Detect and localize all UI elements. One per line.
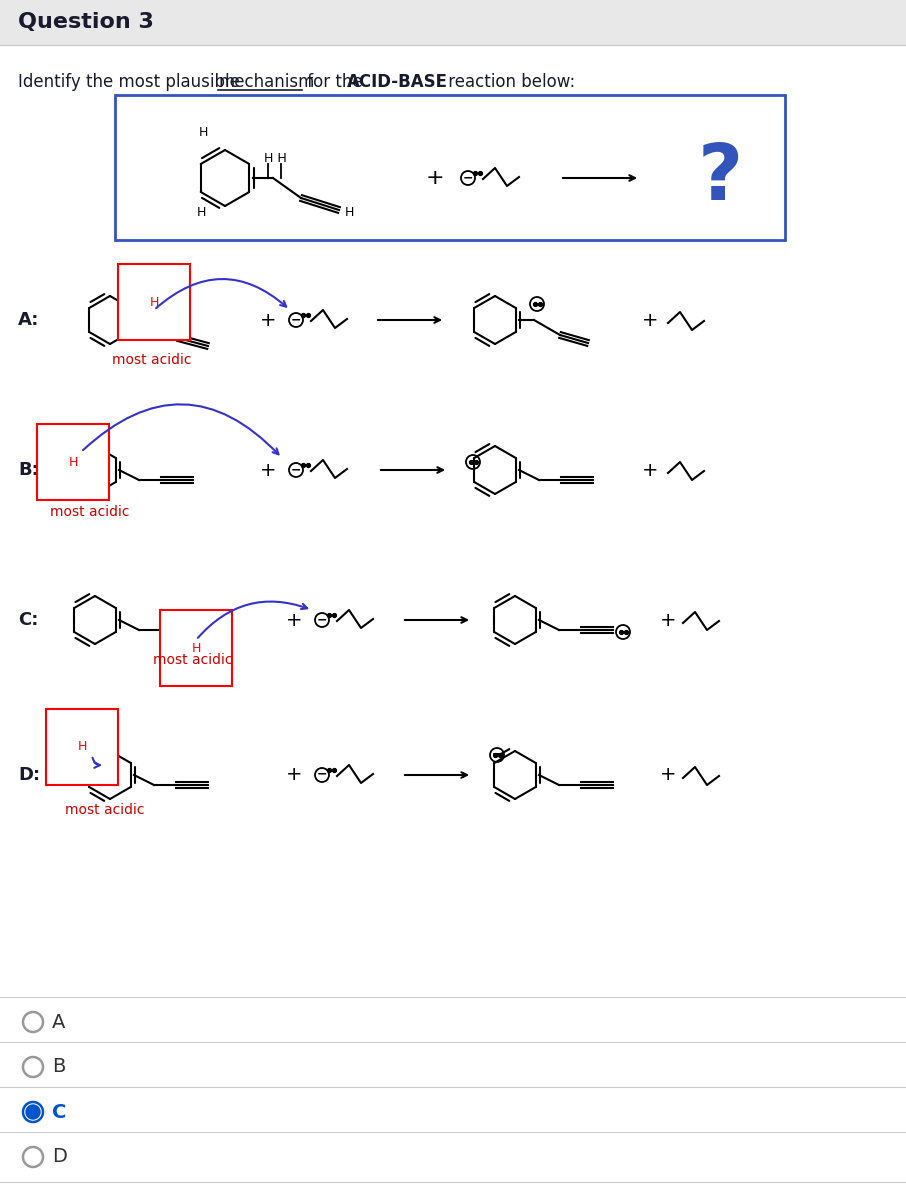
Text: H: H (77, 740, 87, 754)
FancyBboxPatch shape (0, 0, 906, 44)
Text: H: H (344, 206, 353, 220)
Text: −: − (317, 768, 327, 781)
Text: +: + (260, 461, 276, 480)
Text: A:: A: (18, 311, 39, 329)
Text: −: − (492, 748, 502, 761)
Text: most acidic: most acidic (153, 653, 233, 667)
Text: +: + (260, 311, 276, 330)
Text: H: H (191, 642, 201, 654)
Text: H H: H H (264, 151, 286, 164)
Text: −: − (317, 613, 327, 626)
Text: C:: C: (18, 611, 38, 629)
Text: most acidic: most acidic (112, 353, 192, 367)
Text: +: + (285, 611, 303, 630)
Text: reaction below:: reaction below: (443, 73, 575, 91)
Text: A: A (52, 1013, 65, 1032)
Text: most acidic: most acidic (50, 505, 130, 518)
Text: −: − (291, 463, 302, 476)
Text: −: − (463, 170, 473, 184)
Text: +: + (660, 611, 676, 630)
Text: most acidic: most acidic (65, 803, 145, 817)
Text: H: H (197, 205, 206, 218)
Text: +: + (660, 766, 676, 785)
Text: H: H (149, 295, 159, 308)
Text: −: − (618, 625, 628, 638)
Text: H: H (198, 126, 207, 138)
Text: +: + (285, 766, 303, 785)
Text: B: B (52, 1057, 65, 1076)
Text: ?: ? (698, 140, 743, 216)
Text: D: D (52, 1147, 67, 1166)
Text: D:: D: (18, 766, 40, 784)
Text: −: − (532, 296, 543, 310)
Text: C: C (52, 1103, 66, 1122)
Text: H: H (68, 456, 78, 468)
Text: +: + (641, 461, 659, 480)
Text: B:: B: (18, 461, 39, 479)
Text: ACID-BASE: ACID-BASE (347, 73, 448, 91)
FancyBboxPatch shape (115, 95, 785, 240)
Text: +: + (641, 311, 659, 330)
Text: Identify the most plausible: Identify the most plausible (18, 73, 246, 91)
Text: for the: for the (302, 73, 368, 91)
Text: −: − (467, 455, 478, 468)
Circle shape (26, 1105, 40, 1118)
Text: +: + (426, 168, 444, 188)
Text: Question 3: Question 3 (18, 12, 154, 32)
Text: mechanism: mechanism (218, 73, 314, 91)
Text: −: − (291, 313, 302, 326)
